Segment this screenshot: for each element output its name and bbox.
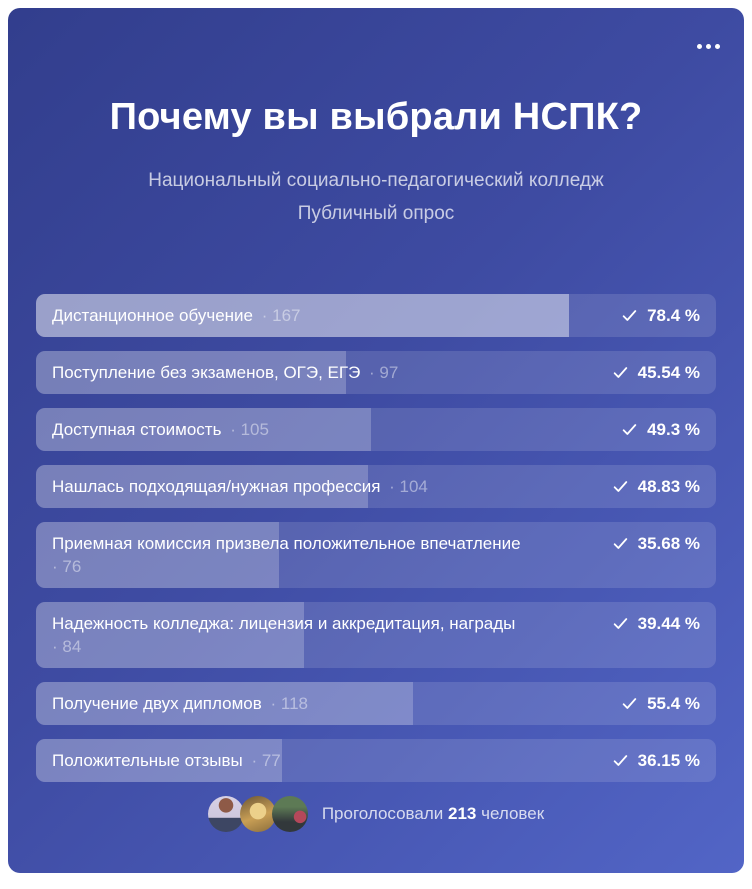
option-percent: 49.3 % xyxy=(647,420,700,439)
poll-header: Почему вы выбрали НСПК? Национальный соц… xyxy=(36,8,716,230)
option-votes: · 77 xyxy=(251,751,281,770)
option-label: Дистанционное обучение xyxy=(52,306,254,325)
option-label: Положительные отзывы xyxy=(52,751,243,770)
option-result-bar xyxy=(36,522,279,588)
check-icon xyxy=(613,367,627,378)
poll-author: Национальный социально-педагогический ко… xyxy=(148,170,604,191)
option-label: Поступление без экзаменов, ОГЭ, ЕГЭ xyxy=(52,363,361,382)
check-icon xyxy=(622,698,637,709)
poll-option[interactable]: Нашлась подходящая/нужная профессия · 10… xyxy=(36,465,716,508)
more-options-button[interactable] xyxy=(689,36,728,57)
option-label: Доступная стоимость xyxy=(52,420,222,439)
option-votes: · 118 xyxy=(270,694,309,713)
option-percent: 35.68 % xyxy=(637,534,700,553)
poll-option[interactable]: Дистанционное обучение · 167 78.4 % xyxy=(36,294,716,337)
check-icon xyxy=(622,310,637,321)
option-label: Получение двух дипломов xyxy=(52,694,262,713)
option-result-bar xyxy=(36,682,413,725)
voter-avatars xyxy=(207,796,308,832)
voted-text: Проголосовали xyxy=(321,804,444,823)
option-votes: · 167 xyxy=(261,306,301,325)
people-text: человек xyxy=(481,804,545,823)
poll-option[interactable]: Поступление без экзаменов, ОГЭ, ЕГЭ · 97… xyxy=(36,351,716,394)
option-percent: 78.4 % xyxy=(647,306,700,325)
option-percent: 55.4 % xyxy=(647,694,700,713)
poll-title: Почему вы выбрали НСПК? xyxy=(109,96,643,138)
option-percent: 45.54 % xyxy=(637,363,700,382)
option-result-bar xyxy=(36,351,346,394)
poll-option[interactable]: Положительные отзывы · 77 36.15 % xyxy=(36,739,716,782)
option-votes: · 76 xyxy=(52,557,82,576)
option-label: Надежность колледжа: лицензия и аккредит… xyxy=(52,614,516,633)
check-icon xyxy=(613,481,627,492)
option-votes: · 84 xyxy=(52,637,82,656)
option-result-bar xyxy=(36,294,570,337)
voter-avatar xyxy=(239,796,276,832)
poll-option[interactable]: Приемная комиссия призвела положительное… xyxy=(36,522,716,588)
check-icon xyxy=(622,424,637,435)
option-votes: · 104 xyxy=(389,477,428,496)
option-votes: · 105 xyxy=(230,420,269,439)
option-result-bar xyxy=(36,739,282,782)
option-result-bar xyxy=(36,602,305,668)
poll-option[interactable]: Получение двух дипломов · 118 55.4 % xyxy=(36,682,716,725)
poll-type-label: Публичный опрос xyxy=(297,203,455,224)
check-icon xyxy=(613,538,627,549)
ellipsis-icon xyxy=(697,44,720,49)
option-label: Приемная комиссия призвела положительное… xyxy=(52,534,521,553)
option-percent: 48.83 % xyxy=(637,477,700,496)
check-icon xyxy=(613,618,627,629)
option-votes: · 97 xyxy=(369,363,399,382)
option-label: Нашлась подходящая/нужная профессия xyxy=(52,477,381,496)
voters-summary[interactable]: Проголосовали 213 человек xyxy=(36,796,716,832)
poll-card: Почему вы выбрали НСПК? Национальный соц… xyxy=(8,8,744,873)
option-result-bar xyxy=(36,465,369,508)
poll-option[interactable]: Доступная стоимость · 105 49.3 % xyxy=(36,408,716,451)
option-result-bar xyxy=(36,408,372,451)
voter-avatar xyxy=(271,796,308,832)
option-percent: 39.44 % xyxy=(637,614,700,633)
option-percent: 36.15 % xyxy=(637,751,700,770)
check-icon xyxy=(613,755,627,766)
poll-options-list: Дистанционное обучение · 167 78.4 % Пост… xyxy=(36,294,716,782)
poll-option[interactable]: Надежность колледжа: лицензия и аккредит… xyxy=(36,602,716,668)
voter-avatar xyxy=(207,796,244,832)
voters-count: 213 xyxy=(448,804,477,823)
